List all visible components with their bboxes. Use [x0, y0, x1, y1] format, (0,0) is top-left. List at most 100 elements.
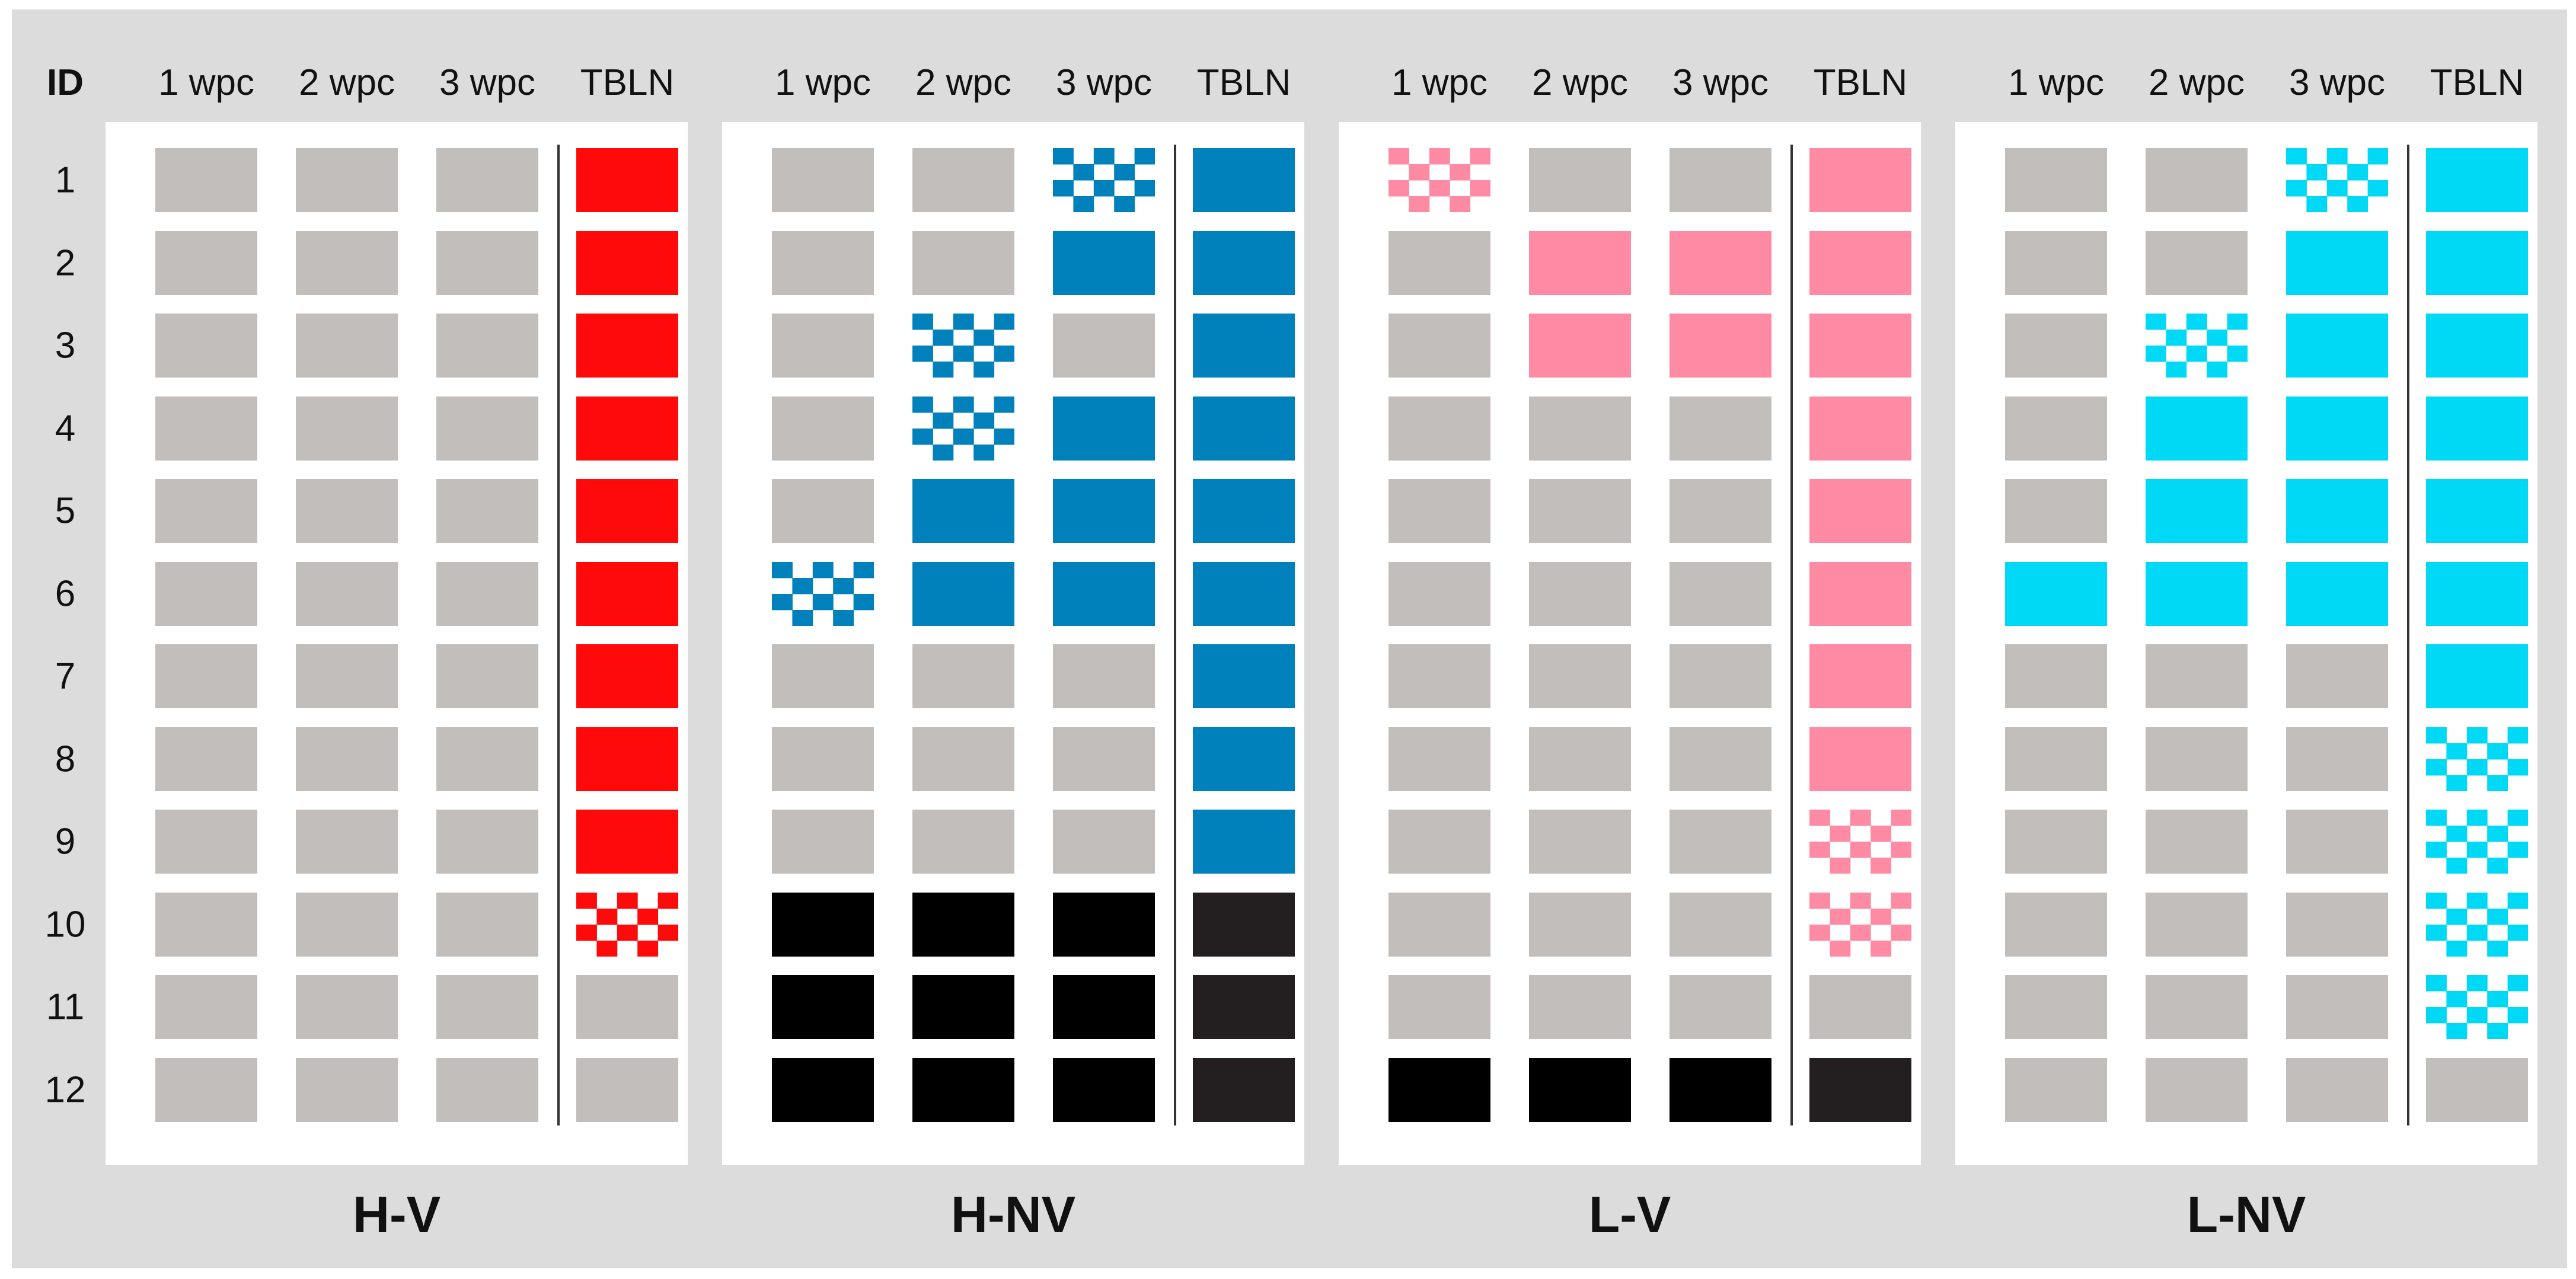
checker-pattern [576, 892, 678, 957]
checker-square [2186, 346, 2207, 362]
checker-square [853, 593, 874, 610]
grid-cell [1809, 1057, 1911, 1122]
checker-square [2446, 1023, 2468, 1039]
checker-square [2326, 148, 2348, 165]
checker-square [1830, 908, 1851, 925]
grid-cell [1529, 561, 1631, 626]
checker-square [2507, 892, 2528, 909]
checker-square [772, 593, 793, 610]
grid-cell [1670, 892, 1771, 957]
panel-title: L-V [1588, 1187, 1671, 1243]
checker-square [1830, 858, 1851, 874]
checker-square [1809, 892, 1830, 909]
checker-square [953, 314, 974, 330]
checker-square [1073, 196, 1094, 212]
grid-cell [1809, 892, 1911, 957]
checker-square [1134, 148, 1155, 165]
column-header: 3 wpc [1672, 62, 1769, 103]
grid-cell [155, 231, 257, 295]
checker-square [657, 924, 678, 941]
grid-cell [772, 727, 874, 791]
grid-cell [296, 314, 398, 378]
grid-cell [155, 561, 257, 626]
checker-square [1850, 842, 1871, 858]
grid-cell [296, 975, 398, 1039]
grid-cell [576, 314, 678, 378]
checker-square [2166, 330, 2187, 346]
checker-square [2466, 924, 2488, 941]
column-header: 2 wpc [915, 62, 1011, 103]
checker-square [596, 940, 618, 957]
checker-square [2507, 975, 2528, 992]
checker-pattern [1053, 148, 1155, 212]
row-id-label: 2 [55, 242, 76, 283]
grid-cell [772, 975, 874, 1039]
grid-cell [2005, 148, 2107, 212]
checker-square [1388, 148, 1409, 165]
grid-cell [2146, 727, 2248, 791]
checker-square [1114, 164, 1135, 181]
grid-cell [1529, 644, 1631, 708]
grid-cell [2146, 892, 2248, 957]
checker-square [637, 908, 659, 925]
grid-cell [1053, 810, 1155, 874]
grid-cell [2426, 231, 2528, 295]
grid-cell [1388, 810, 1490, 874]
checker-square [2306, 196, 2328, 212]
checker-square [2446, 940, 2468, 957]
grid-cell [912, 396, 1014, 461]
grid-cell [576, 810, 678, 874]
grid-cell [2426, 644, 2528, 708]
checker-square [2367, 180, 2388, 197]
grid-cell [1809, 148, 1911, 212]
grid-cell [576, 396, 678, 461]
grid-cell [2286, 479, 2388, 543]
grid-cell [1193, 231, 1295, 295]
grid-cell [2005, 975, 2107, 1039]
checker-pattern [1809, 810, 1911, 874]
grid-cell [1388, 479, 1490, 543]
grid-cell [2146, 479, 2248, 543]
grid-cell [436, 892, 538, 957]
grid-cell [1388, 975, 1490, 1039]
row-id-label: 8 [55, 738, 76, 779]
grid-cell [155, 727, 257, 791]
grid-cell [1193, 892, 1295, 957]
grid-cell [576, 892, 678, 957]
grid-cell [772, 314, 874, 378]
checker-square [1409, 164, 1430, 181]
grid-cell [1053, 727, 1155, 791]
grid-cell [436, 314, 538, 378]
column-header: 3 wpc [1056, 62, 1152, 103]
grid-cell [2146, 561, 2248, 626]
grid-cell [1193, 975, 1295, 1039]
checker-square [912, 428, 933, 445]
checker-pattern [1388, 148, 1490, 212]
panel-title: H-NV [950, 1187, 1076, 1243]
checker-square [2166, 362, 2187, 378]
checker-square [2466, 759, 2488, 775]
checker-square [1450, 196, 1471, 212]
grid-cell [576, 1057, 678, 1122]
grid-cell [1053, 479, 1155, 543]
checker-square [1470, 148, 1490, 165]
checker-square [2207, 330, 2228, 346]
checker-square [973, 362, 995, 378]
checker-square [953, 396, 974, 413]
checker-square [1429, 180, 1450, 197]
grid-cell [155, 975, 257, 1039]
grid-cell [1670, 561, 1771, 626]
grid-cell [436, 975, 538, 1039]
column-header: 1 wpc [775, 62, 871, 103]
checker-square [812, 593, 834, 610]
checker-square [1809, 924, 1830, 941]
grid-cell [576, 148, 678, 212]
checker-square [1850, 924, 1871, 941]
grid-cell [155, 810, 257, 874]
row-id-label: 4 [55, 408, 76, 449]
grid-cell [2146, 314, 2248, 378]
grid-cell [296, 644, 398, 708]
grid-cell [2146, 231, 2248, 295]
checker-square [973, 444, 995, 461]
grid-cell [1193, 396, 1295, 461]
